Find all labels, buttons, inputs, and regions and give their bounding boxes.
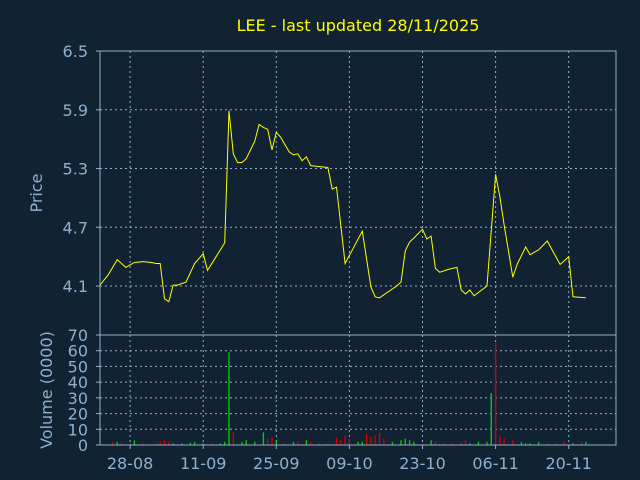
volume-plot-frame [99, 334, 617, 446]
volume-y-tick-label: 30 [68, 389, 88, 408]
price-y-tick-label: 5.9 [63, 101, 88, 120]
price-y-ticks: 4.1 4.7 5.3 5.9 6.5 [63, 42, 100, 296]
date-x-ticks: 28-08 11-09 25-09 09-10 23-10 06-11 20-11 [107, 445, 592, 473]
price-grid [100, 51, 616, 335]
volume-y-tick-label: 10 [68, 420, 88, 439]
volume-y-tick-label: 20 [68, 405, 88, 424]
x-tick-label: 25-09 [253, 454, 300, 473]
x-tick-label: 11-09 [180, 454, 227, 473]
price-axis-label: Price [27, 173, 46, 212]
volume-y-tick-label: 40 [68, 373, 88, 392]
volume-y-tick-label: 0 [78, 436, 88, 455]
x-tick-label: 06-11 [472, 454, 519, 473]
price-series-line [99, 110, 586, 303]
x-tick-label: 23-10 [399, 454, 446, 473]
price-y-tick-label: 6.5 [63, 42, 88, 61]
volume-axis-label: Volume (0000) [37, 331, 56, 449]
chart-title: LEE - last updated 28/11/2025 [237, 16, 480, 35]
volume-y-tick-label: 70 [68, 326, 88, 345]
volume-y-tick-label: 50 [68, 357, 88, 376]
price-y-tick-label: 4.1 [63, 277, 88, 296]
x-tick-label: 09-10 [326, 454, 373, 473]
price-y-tick-label: 5.3 [63, 160, 88, 179]
volume-bars [112, 342, 587, 445]
volume-y-tick-label: 60 [68, 342, 88, 361]
x-tick-label: 20-11 [545, 454, 592, 473]
x-tick-label: 28-08 [107, 454, 154, 473]
price-y-tick-label: 4.7 [63, 218, 88, 237]
